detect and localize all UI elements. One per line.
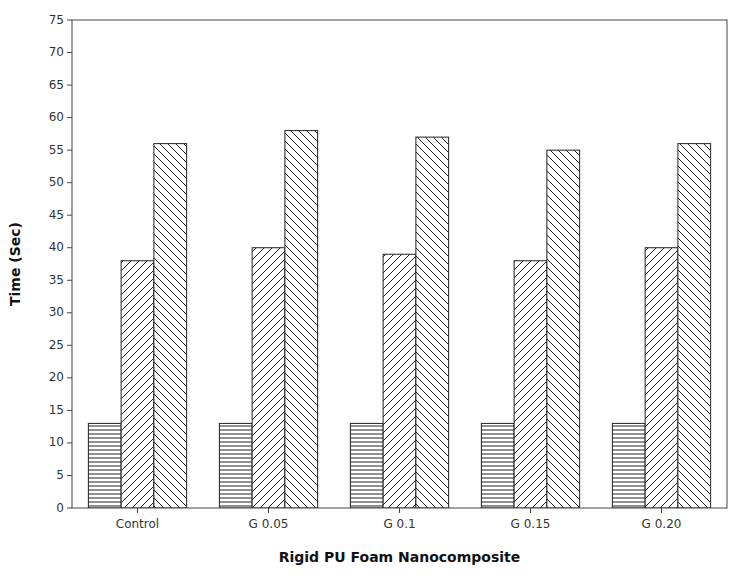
y-tick [67, 182, 72, 183]
y-tick-label: 55 [49, 143, 64, 157]
y-tick [67, 410, 72, 411]
y-tick-label: 25 [49, 338, 64, 352]
y-tick-label: 70 [49, 45, 64, 59]
y-tick-label: 60 [49, 110, 64, 124]
x-axis-label: Rigid PU Foam Nanocomposite [279, 549, 521, 565]
y-tick [67, 117, 72, 118]
y-tick [67, 247, 72, 248]
bar [416, 137, 449, 508]
y-tick [67, 475, 72, 476]
x-tick [530, 508, 531, 513]
y-tick-label: 5 [56, 468, 64, 482]
y-tick-label: 45 [49, 208, 64, 222]
bar [121, 261, 154, 508]
bar [219, 423, 252, 508]
bar [547, 150, 580, 508]
y-axis-label: Time (Sec) [7, 222, 23, 306]
y-tick [67, 280, 72, 281]
y-tick [67, 215, 72, 216]
bars [88, 131, 710, 508]
x-tick [399, 508, 400, 513]
x-tick [268, 508, 269, 513]
y-tick [67, 508, 72, 509]
bar [88, 423, 121, 508]
y-axis: 0 5 10 15 20 25 30 35 40 45 50 55 60 65 70 75 [49, 13, 72, 515]
x-tick-label: G 0.05 [249, 517, 289, 531]
bar [252, 248, 285, 508]
x-tick-label: G 0.15 [511, 517, 551, 531]
y-tick-label: 50 [49, 175, 64, 189]
y-tick-label: 40 [49, 240, 64, 254]
y-tick-label: 30 [49, 305, 64, 319]
bar [350, 423, 383, 508]
y-tick [67, 20, 72, 21]
y-tick [67, 52, 72, 53]
bar [481, 423, 514, 508]
y-tick [67, 312, 72, 313]
bar [285, 131, 318, 508]
bar [678, 144, 711, 508]
bar [612, 423, 645, 508]
y-tick-label: 0 [56, 501, 64, 515]
x-tick [661, 508, 662, 513]
chart-container: 0 5 10 15 20 25 30 35 40 45 50 55 60 65 70 75 Control G 0… [0, 0, 747, 580]
bar [383, 254, 416, 508]
chart: 0 5 10 15 20 25 30 35 40 45 50 55 60 65 70 75 Control G 0… [0, 0, 747, 580]
bar [154, 144, 187, 508]
x-tick-label: G 0.20 [642, 517, 682, 531]
x-tick [137, 508, 138, 513]
y-tick-label: 20 [49, 370, 64, 384]
plot-frame [72, 20, 727, 508]
y-tick-label: 75 [49, 13, 64, 27]
bar [645, 248, 678, 508]
y-tick [67, 345, 72, 346]
bar [514, 261, 547, 508]
x-tick-label: Control [116, 517, 159, 531]
y-tick-label: 15 [49, 403, 64, 417]
y-tick-label: 10 [49, 435, 64, 449]
y-tick [67, 150, 72, 151]
x-axis: Control G 0.05 G 0.1 G 0.15 G 0.20 [116, 508, 682, 531]
y-tick [67, 442, 72, 443]
y-tick [67, 377, 72, 378]
y-tick-label: 35 [49, 273, 64, 287]
y-tick [67, 85, 72, 86]
x-tick-label: G 0.1 [383, 517, 415, 531]
y-tick-label: 65 [49, 78, 64, 92]
